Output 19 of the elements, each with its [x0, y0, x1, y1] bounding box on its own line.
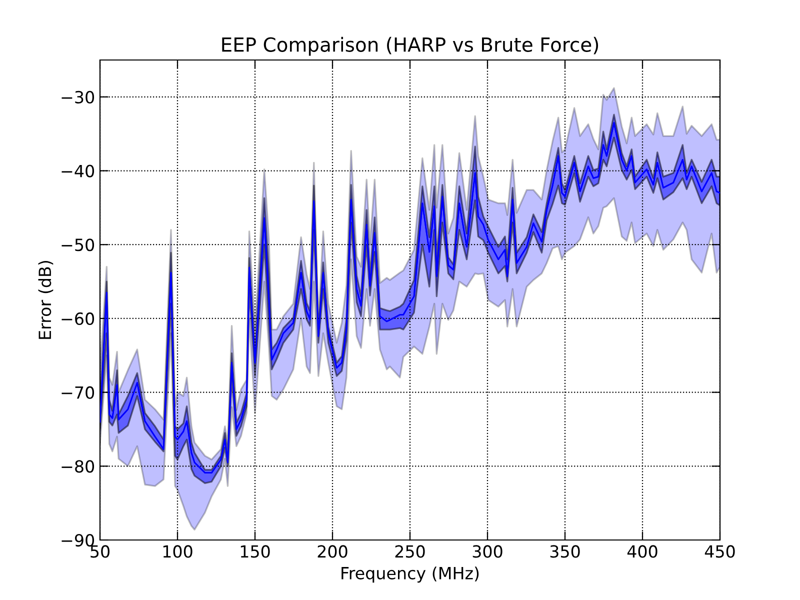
x-tick-label: 350: [550, 545, 580, 558]
y-tick-label: −30: [62, 90, 94, 104]
x-tick-label: 250: [395, 545, 425, 558]
x-tick-label: 150: [240, 545, 270, 558]
x-tick-label: 100: [163, 545, 192, 558]
x-axis-title: Frequency (MHz): [342, 566, 479, 583]
y-tick-label: −40: [62, 164, 94, 178]
y-axis-title: Error (dB): [38, 260, 54, 339]
y-tick-label: −80: [62, 460, 94, 473]
x-tick-label: 50: [90, 545, 110, 558]
x-tick-label: 200: [318, 545, 348, 558]
x-tick-label: 400: [627, 545, 658, 558]
y-tick-label: −90: [62, 534, 94, 547]
chart-title: EEP Comparison (HARP vs Brute Force): [222, 36, 598, 56]
y-tick-label: −70: [62, 386, 94, 399]
x-tick-label: 450: [704, 545, 735, 558]
y-tick-label: −50: [62, 238, 94, 252]
x-tick-label: 300: [472, 545, 502, 558]
y-tick-label: −60: [62, 312, 94, 326]
